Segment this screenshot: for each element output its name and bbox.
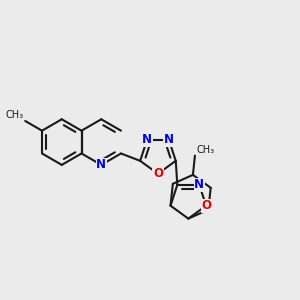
Text: O: O bbox=[201, 199, 211, 212]
Text: CH₃: CH₃ bbox=[5, 110, 24, 120]
Text: N: N bbox=[164, 134, 174, 146]
Text: CH₃: CH₃ bbox=[196, 145, 214, 155]
Text: N: N bbox=[194, 178, 204, 191]
Text: N: N bbox=[142, 134, 152, 146]
Text: O: O bbox=[153, 167, 163, 180]
Text: N: N bbox=[96, 158, 106, 171]
